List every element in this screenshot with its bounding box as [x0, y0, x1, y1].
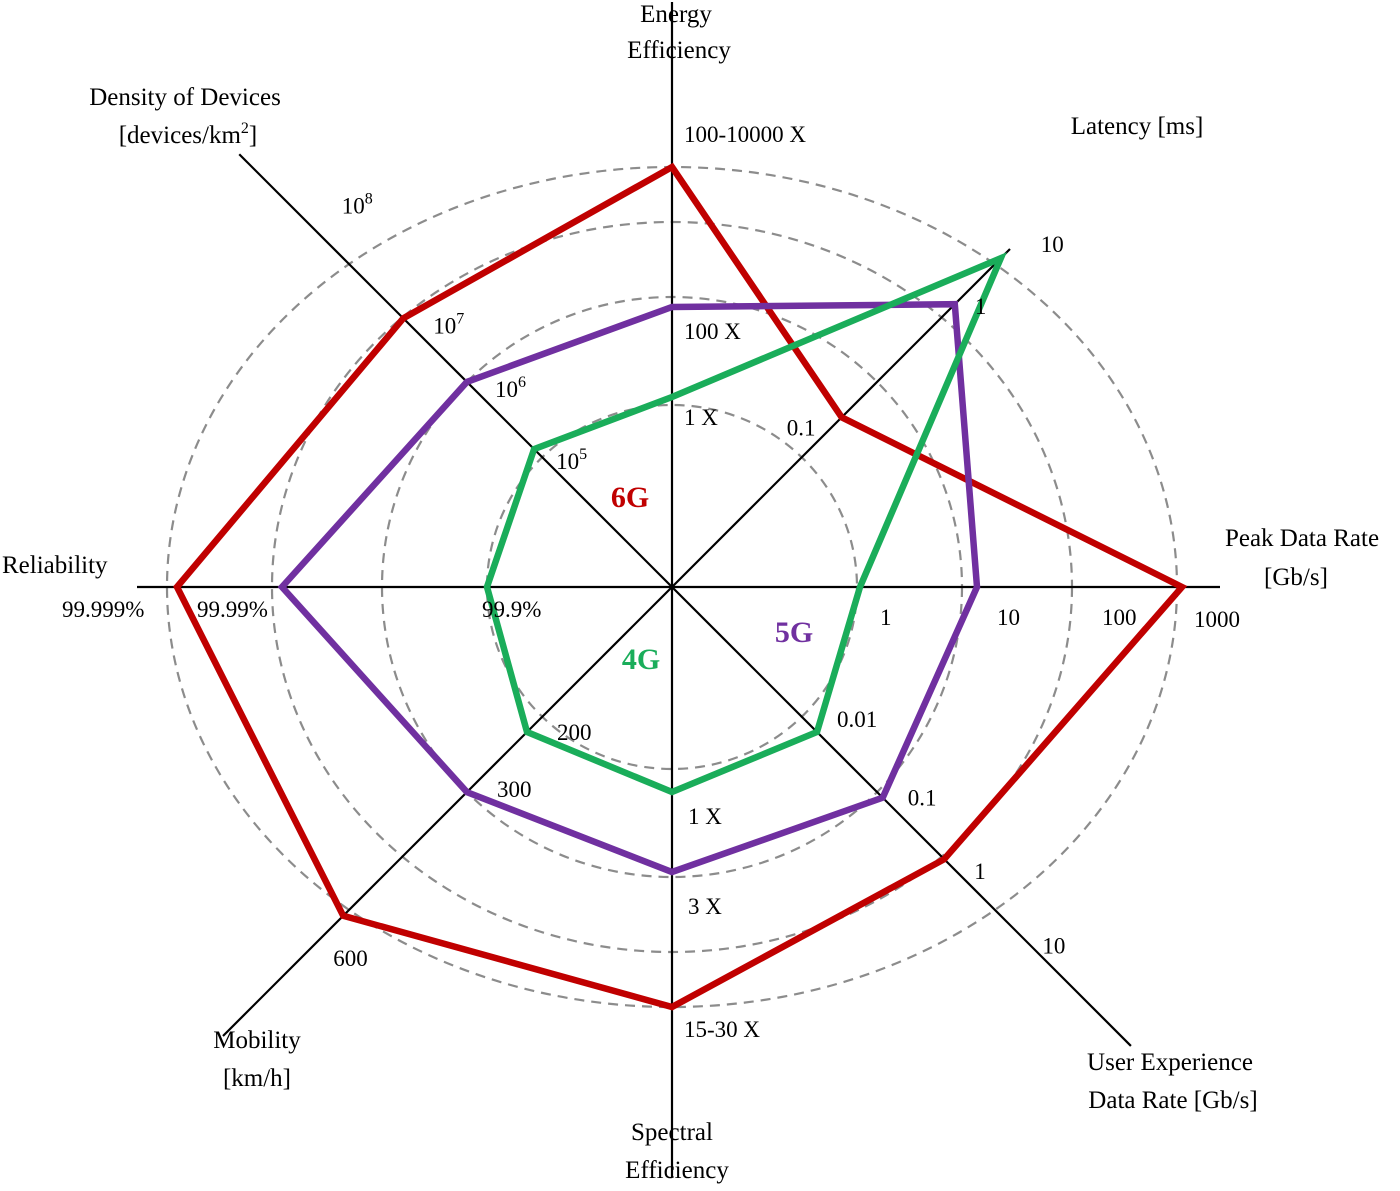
tick-spectral-1: 1 X: [688, 804, 722, 829]
axis-title-peak: Peak Data Rate [Gb/s]: [1225, 525, 1379, 591]
axis-density: [238, 153, 673, 588]
axis-title-line: Reliability: [2, 552, 108, 579]
axis-title-mobility: Mobility [km/h]: [213, 1027, 301, 1092]
tick-energy-2: 100 X: [684, 319, 741, 344]
tick-spectral-2: 3 X: [688, 894, 722, 919]
tick-mobility-1: 200: [557, 720, 592, 745]
tick-reliability-3: 99.999%: [62, 597, 144, 622]
tick-energy-3: 100-10000 X: [684, 122, 806, 147]
axis-labels: Energy Efficiency Latency [ms] Peak Data Ra…: [2, 1, 1379, 1184]
tick-latency-1: 0.1: [787, 415, 816, 440]
tick-peak-3: 100: [1102, 605, 1137, 630]
axis-title-energy: Energy Efficiency: [627, 1, 731, 64]
axis-title-line: Mobility: [213, 1027, 301, 1054]
axis-title-line: [devices/km2]: [119, 120, 258, 149]
tick-peak-4: 1000: [1194, 607, 1240, 632]
axis-title-line: [km/h]: [223, 1065, 291, 1092]
tick-mobility-2: 300: [497, 777, 532, 802]
series-label-5g: 5G: [775, 616, 813, 649]
tick-spectral-3: 15-30 X: [684, 1017, 760, 1042]
tick-energy-1: 1 X: [684, 405, 718, 430]
axis-title-line: Density of Devices: [89, 84, 281, 111]
axis-title-user: User Experience Data Rate [Gb/s]: [1087, 1049, 1258, 1114]
tick-density-4: 108: [342, 191, 373, 219]
axis-title-spectral: Spectral Efficiency: [625, 1119, 729, 1184]
tick-reliability-1: 99.9%: [482, 597, 541, 622]
axis-title-latency: Latency [ms]: [1071, 113, 1204, 140]
axis-title-line: Data Rate [Gb/s]: [1088, 1087, 1257, 1114]
tick-peak-1: 1: [880, 605, 892, 630]
tick-labels: 1 X 100 X 100-10000 X 0.1 1 10 1 10 100 1000 0.01 0…: [62, 122, 1240, 1042]
series-layer: [173, 162, 1188, 1011]
axis-user: [671, 586, 1132, 1047]
tick-user-4: 10: [1042, 933, 1065, 958]
series-label-6g: 6G: [611, 481, 649, 514]
axis-title-line: User Experience: [1087, 1049, 1253, 1076]
tick-user-3: 1: [974, 859, 986, 884]
tick-density-1: 105: [556, 446, 587, 474]
tick-density-3: 107: [433, 310, 464, 338]
tick-reliability-2: 99.99%: [197, 597, 268, 622]
axis-title-density: Density of Devices [devices/km2]: [89, 84, 281, 149]
tick-peak-2: 10: [997, 605, 1020, 630]
series-label-4g: 4G: [622, 643, 660, 676]
axis-title-reliability: Reliability: [2, 552, 108, 579]
tick-density-2: 106: [495, 374, 526, 402]
tick-user-2: 0.1: [908, 786, 937, 811]
axis-mobility: [222, 586, 673, 1037]
tick-mobility-3: 600: [333, 946, 368, 971]
axis-title-line: Efficiency: [625, 1157, 729, 1184]
axis-title-line: Spectral: [631, 1119, 713, 1146]
tick-latency-2: 1: [975, 294, 987, 319]
axis-title-line: Efficiency: [627, 37, 731, 64]
axis-title-line: Peak Data Rate: [1225, 525, 1379, 552]
axis-title-line: Energy: [640, 1, 712, 28]
tick-latency-3: 10: [1041, 232, 1064, 257]
tick-user-1: 0.01: [837, 707, 877, 732]
axis-title-line: Latency [ms]: [1071, 113, 1204, 140]
axis-title-line: [Gb/s]: [1264, 564, 1328, 591]
series-labels: 6G 5G 4G: [611, 481, 813, 676]
